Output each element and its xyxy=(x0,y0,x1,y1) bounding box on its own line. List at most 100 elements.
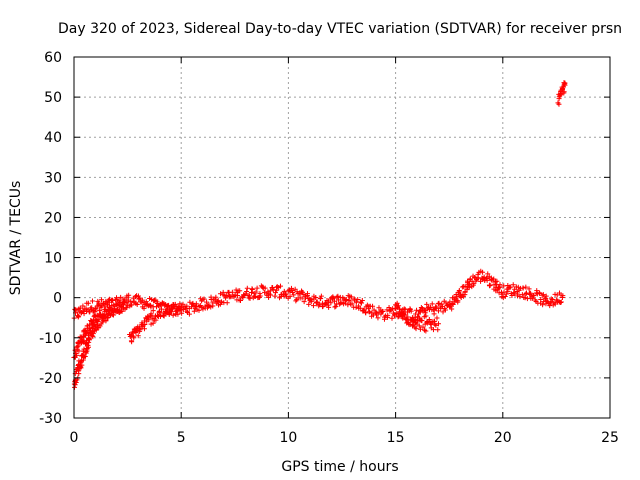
data-point xyxy=(480,269,486,275)
data-point xyxy=(101,313,107,319)
data-point xyxy=(374,310,380,316)
data-point xyxy=(143,299,149,305)
data-point xyxy=(105,315,111,321)
data-point xyxy=(215,298,221,304)
data-point xyxy=(362,309,368,315)
data-point xyxy=(359,300,365,306)
data-point xyxy=(362,307,368,313)
data-point xyxy=(135,333,141,339)
data-point xyxy=(433,322,439,328)
data-point xyxy=(417,326,423,332)
data-point xyxy=(141,326,147,332)
data-point xyxy=(413,326,419,332)
data-point xyxy=(442,307,448,313)
data-point xyxy=(519,292,525,298)
data-point xyxy=(175,311,181,317)
data-point xyxy=(515,284,521,290)
data-point xyxy=(345,302,351,308)
data-point xyxy=(89,305,95,311)
data-point xyxy=(331,298,337,304)
data-point xyxy=(100,300,106,306)
data-point xyxy=(423,328,429,334)
data-point xyxy=(184,303,190,309)
data-point xyxy=(88,318,94,324)
data-point xyxy=(76,368,82,374)
data-point xyxy=(408,308,414,314)
data-point xyxy=(410,318,416,324)
data-point xyxy=(543,293,549,299)
data-point xyxy=(150,320,156,326)
data-point xyxy=(129,339,135,345)
x-tick-label: 15 xyxy=(387,430,405,446)
data-point xyxy=(320,304,326,310)
data-point xyxy=(540,292,546,298)
data-point xyxy=(484,276,490,282)
data-point xyxy=(418,304,424,310)
data-point xyxy=(394,311,400,317)
data-point xyxy=(375,315,381,321)
data-point xyxy=(318,293,324,299)
data-point xyxy=(136,296,142,302)
data-point xyxy=(125,303,131,309)
data-point xyxy=(158,306,164,312)
data-point xyxy=(99,319,105,325)
data-point xyxy=(265,289,271,295)
data-point xyxy=(82,354,88,360)
data-point xyxy=(429,301,435,307)
data-point xyxy=(100,312,106,318)
data-point xyxy=(449,306,455,312)
data-point xyxy=(287,288,293,294)
data-point xyxy=(556,96,562,102)
data-point xyxy=(244,285,250,291)
data-point xyxy=(117,300,123,306)
data-point xyxy=(98,305,104,311)
data-point xyxy=(508,284,514,290)
y-tick-label: 30 xyxy=(44,170,62,186)
data-point xyxy=(224,300,230,306)
data-point xyxy=(510,282,516,288)
data-point xyxy=(552,301,558,307)
data-point xyxy=(335,293,341,299)
data-point xyxy=(167,307,173,313)
data-point xyxy=(246,293,252,299)
data-point xyxy=(332,304,338,310)
data-point xyxy=(193,301,199,307)
data-point xyxy=(522,295,528,301)
data-point xyxy=(126,292,132,298)
data-point xyxy=(416,323,422,329)
data-point xyxy=(93,327,99,333)
data-point xyxy=(129,330,135,336)
data-point xyxy=(317,302,323,308)
data-point xyxy=(439,301,445,307)
data-point xyxy=(367,309,373,315)
grid-layer xyxy=(74,57,610,418)
plot-frame xyxy=(73,56,611,419)
data-point xyxy=(434,315,440,321)
x-axis-label: GPS time / hours xyxy=(281,459,398,475)
data-point xyxy=(247,295,253,301)
data-point xyxy=(301,299,307,305)
x-tick-label: 25 xyxy=(601,430,619,446)
data-point xyxy=(254,285,260,291)
data-point xyxy=(129,302,135,308)
data-point xyxy=(290,289,296,295)
data-point xyxy=(435,321,441,327)
y-tick-label: -20 xyxy=(39,371,62,387)
data-point xyxy=(318,295,324,301)
data-point xyxy=(155,313,161,319)
data-point xyxy=(131,335,137,341)
data-point xyxy=(543,295,549,301)
data-point xyxy=(270,287,276,293)
data-point xyxy=(549,296,555,302)
data-point xyxy=(544,298,550,304)
data-point xyxy=(153,317,159,323)
data-point xyxy=(419,318,425,324)
series-branch-d xyxy=(393,300,441,334)
data-point xyxy=(237,297,243,303)
data-point xyxy=(520,285,526,291)
chart-title: Day 320 of 2023, Sidereal Day-to-day VTE… xyxy=(58,21,622,37)
data-point xyxy=(218,291,224,297)
data-point xyxy=(86,336,92,342)
data-point xyxy=(248,290,254,296)
